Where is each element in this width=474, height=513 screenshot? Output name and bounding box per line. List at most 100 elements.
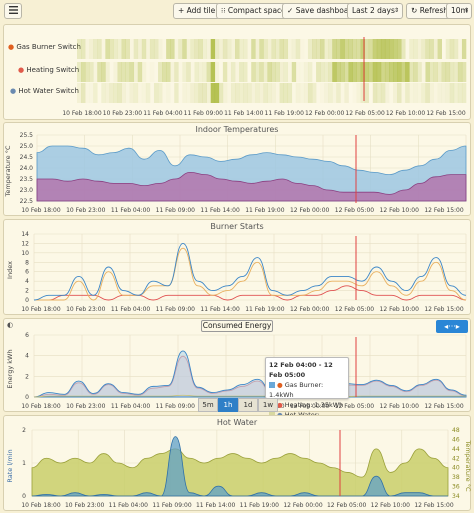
heatmap-cell — [259, 39, 264, 59]
heatmap-cell — [109, 39, 114, 59]
save-dashboard-label: Save dashboard — [295, 6, 357, 15]
heatmap-cell — [267, 62, 272, 82]
heatmap-cell — [453, 83, 459, 103]
heatmap-cell — [145, 83, 151, 103]
heatmap-cell — [344, 39, 349, 59]
expand-button[interactable]: ◂···▸ — [436, 320, 468, 333]
heatmap-cell — [133, 62, 139, 82]
heatmap-cell — [230, 83, 236, 103]
shower-icon: ● — [10, 87, 17, 95]
heatmap-cell — [259, 62, 264, 82]
range-button-1w[interactable]: 1w — [258, 398, 278, 412]
heatmap-cell — [429, 83, 434, 103]
heatmap-cell — [369, 83, 373, 103]
y-tick-label: 0 — [25, 297, 29, 304]
consumed-energy-title[interactable]: Consumed Energy — [201, 320, 273, 332]
heatmap-cell — [279, 39, 284, 59]
heatmap-cell — [433, 62, 438, 82]
heatmap-cell — [279, 62, 284, 82]
panel-title: Burner Starts — [210, 222, 264, 231]
heatmap-cell — [356, 39, 361, 59]
heatmap-row-text: Gas Burner Switch — [16, 43, 81, 51]
series-line-gas — [33, 350, 467, 398]
heatmap-cell — [279, 83, 284, 103]
x-tick-label: 12 Feb 10:00 — [380, 207, 420, 214]
heatmap-cell — [182, 83, 187, 103]
x-tick-label: 11 Feb 19:00 — [245, 306, 285, 313]
check-icon: ✓ — [287, 6, 294, 15]
range-button-1h[interactable]: 1h — [218, 398, 238, 412]
hot-water-panel: Hot Water Rate l/min Temperature °C 2 1 0 4… — [3, 415, 472, 511]
heatmap-cell — [85, 62, 90, 82]
settings-icon[interactable]: ◐ — [7, 321, 14, 329]
range-select[interactable]: Last 2 days ⇕ — [347, 3, 403, 19]
heatmap-cell — [235, 39, 240, 59]
heatmap-cell — [320, 62, 325, 82]
heatmap-cell — [397, 39, 402, 59]
compact-space-button[interactable]: ⁝⁝ Compact space — [216, 3, 291, 19]
interval-select[interactable]: 10m ⇕ — [446, 3, 472, 19]
heatmap-cell — [384, 83, 390, 103]
heatmap-cell — [405, 83, 410, 103]
heatmap-cell — [174, 39, 179, 59]
y-axis-label-left: Rate l/min — [6, 449, 14, 482]
hot-water-chart: Rate l/min Temperature °C 2 1 0 48 46 44 42 40 3… — [6, 427, 472, 509]
heatmap-cell — [117, 39, 122, 59]
heatmap-cell — [295, 83, 301, 103]
heatmap-cell — [389, 62, 394, 82]
heatmap-cell — [348, 83, 352, 103]
add-tile-button[interactable]: + Add tile — [173, 3, 221, 19]
burner-starts-chart: Index 14 12 10 8 6 4 2 0 10 Feb 18:00 10 Feb 23:… — [6, 231, 467, 313]
x-tick-label: 12 Feb 05:00 — [335, 306, 375, 313]
heatmap-cell — [202, 83, 207, 103]
heatmap-cell — [113, 83, 118, 103]
heatmap-cell — [214, 83, 220, 103]
y-tick-label: 25.0 — [20, 143, 34, 150]
heatmap-cell — [457, 83, 463, 103]
compact-icon: ⁝⁝ — [221, 7, 226, 15]
y-axis-label: Temperature °C — [4, 145, 12, 197]
x-tick-label: 11 Feb 04:00 — [109, 502, 149, 509]
y-tick-label: 8 — [25, 259, 29, 266]
x-tick-label: 12 Feb 10:00 — [386, 110, 426, 117]
x-tick-label: 12 Feb 15:00 — [414, 502, 454, 509]
heatmap-cell — [360, 62, 365, 82]
interval-select-value: 10m — [451, 6, 468, 15]
y-tick-label: 25.5 — [20, 132, 34, 139]
heatmap-cell — [353, 83, 357, 103]
heatmap-cell — [214, 62, 220, 82]
save-dashboard-button[interactable]: ✓ Save dashboard — [282, 3, 362, 19]
heatmap-cell — [170, 39, 175, 59]
heatmap-cell — [77, 83, 82, 103]
range-button-5m[interactable]: 5m — [198, 398, 218, 412]
compact-space-label: Compact space — [227, 6, 286, 15]
heatmap-cell — [401, 62, 406, 82]
heatmap-cell — [85, 39, 90, 59]
heatmap-row-label: ● Gas Burner Switch — [8, 43, 81, 51]
y2-tick-label: 40 — [452, 465, 460, 472]
heatmap-cell — [312, 83, 317, 103]
range-button-1d[interactable]: 1d — [238, 398, 258, 412]
heatmap-cell — [360, 39, 365, 59]
x-tick-label: 12 Feb 00:00 — [290, 207, 330, 214]
heatmap-cell — [393, 83, 398, 103]
heatmap-cell — [113, 62, 118, 82]
heatmap-cell — [307, 62, 313, 82]
heatmap-cell — [344, 83, 349, 103]
heatmap-cell — [409, 83, 414, 103]
y-tick-label: 0 — [25, 394, 29, 401]
refresh-button[interactable]: ↻ Refresh — [406, 3, 454, 19]
heatmap-cell — [299, 39, 305, 59]
heatmap-cell — [445, 62, 451, 82]
heatmap-cell — [247, 83, 252, 103]
menu-button[interactable] — [4, 3, 22, 19]
indoor-temperatures-chart: Temperature °C 25.5 25.0 24.5 24.0 23.5 23.0 2… — [4, 132, 467, 214]
heatmap-cell — [457, 62, 463, 82]
flame-icon: ● — [8, 43, 15, 51]
heatmap-cell — [129, 62, 135, 82]
heatmap-cell — [230, 39, 236, 59]
heatmap-cell — [312, 39, 317, 59]
y-tick-label: 2 — [25, 288, 29, 295]
heatmap-cell — [364, 62, 370, 82]
heatmap-cell — [166, 62, 171, 82]
